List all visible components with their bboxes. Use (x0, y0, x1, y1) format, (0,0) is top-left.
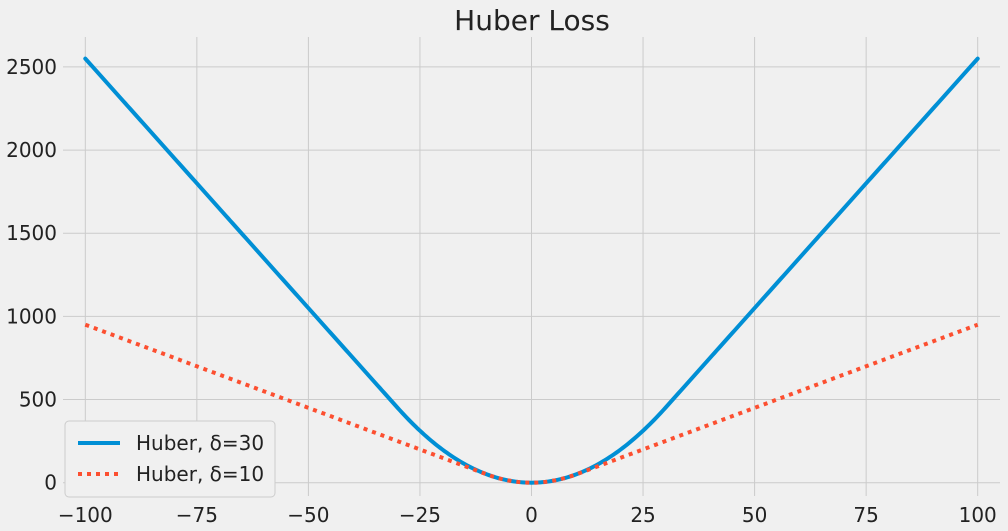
y-tick-label: 2500 (6, 55, 57, 79)
legend: Huber, δ=30 Huber, δ=10 (64, 420, 276, 498)
series-layer (83, 56, 980, 485)
x-tick-label: −25 (399, 503, 441, 527)
y-tick-label: 1500 (6, 221, 57, 245)
chart-title: Huber Loss (454, 4, 610, 37)
legend-label-huber-10: Huber, δ=10 (136, 462, 264, 486)
legend-box (64, 420, 276, 498)
x-tick-label: 100 (959, 503, 997, 527)
x-tick-label: −75 (176, 503, 218, 527)
x-tick-label: 50 (742, 503, 767, 527)
y-tick-label: 2000 (6, 138, 57, 162)
y-tick-label: 0 (44, 471, 57, 495)
legend-label-huber-30: Huber, δ=30 (136, 431, 264, 455)
series-line-huber-30 (83, 56, 980, 485)
x-tick-label: −100 (58, 503, 113, 527)
y-tick-label: 1000 (6, 304, 57, 328)
x-tick-label: 25 (630, 503, 655, 527)
x-tick-label: −50 (287, 503, 329, 527)
y-tick-label: 500 (19, 388, 57, 412)
tick-labels: −100 −75 −50 −25 0 25 50 75 10005001000150020002… (6, 55, 997, 527)
x-tick-label: 0 (525, 503, 538, 527)
x-tick-label: 75 (853, 503, 878, 527)
